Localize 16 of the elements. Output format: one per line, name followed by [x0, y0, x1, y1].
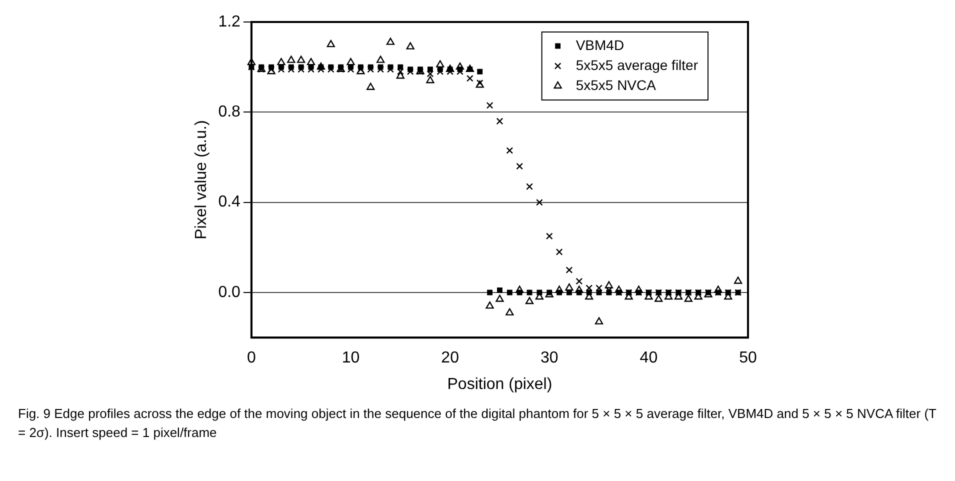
x-tick-label: 10 [342, 350, 360, 367]
y-axis-title: Pixel value (a.u.) [193, 120, 210, 240]
x-tick-label: 40 [640, 350, 658, 367]
caption: Fig. 9 Edge profiles across the edge of the moving object in the sequence of the digital phantom for 5 × 5 × 5 average filter, VBM4D and 5 × 5 × 5 NVCA filter (T = 2σ). Insert speed = 1 pixel/frame [18, 405, 938, 442]
legend-label: 5x5x5 average filter [576, 56, 698, 73]
x-tick-label: 20 [441, 350, 460, 367]
y-tick-label: 0.8 [218, 104, 241, 121]
y-tick-label: 0.4 [218, 194, 241, 211]
y-tick-label: 0.0 [218, 284, 241, 301]
x-tick-label: 0 [246, 350, 256, 367]
x-tick-label: 50 [739, 350, 757, 367]
x-axis-title: Position (pixel) [447, 376, 552, 393]
x-tick-label: 30 [540, 350, 558, 367]
legend-label: 5x5x5 NVCA [576, 76, 657, 93]
legend-label: VBM4D [576, 36, 624, 53]
y-tick-label: 1.2 [218, 13, 241, 30]
